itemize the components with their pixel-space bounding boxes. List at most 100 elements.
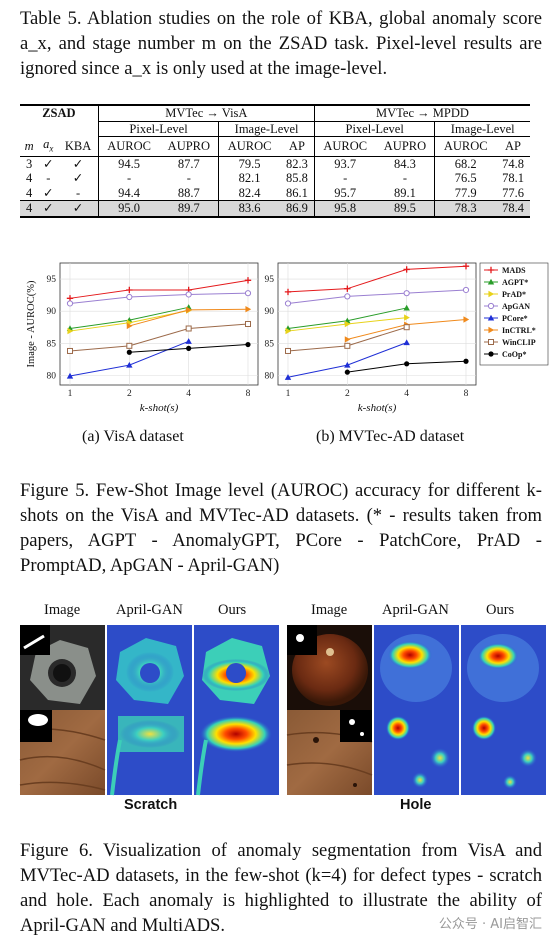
subcaption-visa: (a) VisA dataset [82, 428, 184, 445]
table-col-kba: KBA [64, 138, 92, 153]
data-point [488, 339, 494, 345]
y-tick-label: 95 [265, 275, 275, 285]
fig6-hole-image-1 [287, 625, 372, 710]
table-metric-header: AUROC [218, 136, 280, 156]
data-point [488, 351, 494, 357]
subcaption-mvtec: (b) MVTec-AD dataset [316, 428, 465, 445]
data-point [126, 293, 133, 301]
data-point [245, 306, 252, 313]
table-cell: 94.4 [97, 185, 160, 201]
figure5-caption: Figure 5. Few-Shot Image level (AUROC) a… [20, 480, 542, 576]
data-point [344, 342, 351, 349]
series-line [69, 279, 249, 299]
table-cell: - [402, 171, 408, 185]
table-cell: 4 [26, 171, 33, 185]
figure5-charts: 80 85 90 95 1 2 4 8 k-shot(s) Image - AUROC(%) 80… [26, 262, 549, 414]
data-point [344, 293, 351, 300]
series-line [287, 289, 467, 304]
figure6-heatmaps [19, 625, 546, 796]
table-row: 3 ✓ ✓ 94.5 87.7 79.5 82.3 93.7 84.3 68.2 74.8 [20, 155, 530, 171]
chart-visa: 80 85 90 95 1 2 4 8 k-shot(s) Image - AUROC(%) [26, 262, 259, 414]
x-axis-label: k-shot(s) [358, 402, 397, 414]
fig6-hole-aprilgan-2 [374, 710, 459, 795]
table-metric-header: AUROC [313, 136, 376, 156]
table-caption: Table 5. Ablation studies on the role of… [20, 8, 542, 79]
fig6-scratch-aprilgan-1 [107, 625, 192, 710]
data-point [126, 286, 133, 294]
table-col-ax: ax [43, 136, 54, 154]
data-point [404, 361, 410, 367]
series-line [287, 265, 467, 293]
y-tick-label: 80 [47, 371, 57, 381]
fig6-col-image-2: Image [311, 602, 348, 618]
data-point [67, 347, 73, 354]
table-cell: - [97, 171, 160, 186]
data-point [487, 314, 495, 321]
data-point [285, 347, 291, 354]
fig6-col-ours-1: Ours [218, 602, 247, 618]
figure6-caption: Figure 6. Visualization of anomaly segme… [20, 840, 542, 936]
table-cell: - [46, 171, 51, 185]
fig6-col-ours-2: Ours [486, 602, 515, 618]
table-zsad-header: ZSAD [20, 104, 99, 121]
table-cell: 87.7 [159, 155, 219, 171]
table-cell: 82.3 [279, 155, 315, 171]
legend-label: MADS [502, 266, 526, 275]
table-metric-header: AUROC [97, 136, 160, 156]
y-tick-label: 95 [47, 275, 57, 285]
table-cell: ✓ [58, 200, 99, 218]
legend-label: InCTRL* [502, 326, 536, 335]
data-point [245, 341, 251, 348]
y-tick-label: 90 [47, 307, 57, 317]
data-point [185, 325, 192, 332]
chart-legend: MADS AGPT* PrAD* ApGAN PCore* InCTRL* WinCLIP C… [479, 262, 549, 366]
table-image-level-mpdd: Image-Level [434, 121, 530, 137]
data-point [285, 327, 292, 335]
ablation-table: ZSAD MVTec → VisA MVTec → MPDD Pixel-Lev… [20, 104, 530, 218]
table-cell: ✓ [72, 171, 84, 185]
table-cell: ✓ [43, 185, 54, 200]
table-cell: ✓ [38, 155, 59, 171]
x-tick-label: 4 [404, 389, 409, 399]
data-point [126, 322, 133, 330]
data-point [126, 349, 132, 355]
table-cell: 76.5 [434, 171, 497, 186]
data-point [487, 278, 495, 285]
series-line [69, 292, 249, 304]
data-point [186, 345, 192, 351]
data-point [344, 369, 350, 375]
data-point [488, 326, 495, 334]
table-cell: 82.4 [218, 185, 280, 201]
table-cell: 85.8 [285, 171, 308, 185]
plot-area [59, 262, 259, 386]
table-cell: 94.5 [97, 155, 160, 171]
table-cell: 95.8 [313, 200, 376, 218]
fig6-scratch-image-1 [20, 625, 105, 710]
table-cell: ✓ [38, 200, 59, 218]
data-point [344, 336, 351, 343]
legend-label: CoOp* [502, 350, 526, 359]
table-cell: 95.0 [97, 200, 160, 218]
data-point [67, 327, 74, 335]
data-point [404, 314, 410, 321]
table-cell: 77.9 [434, 185, 497, 201]
data-point [126, 342, 133, 349]
table-cell: 86.9 [279, 200, 315, 218]
data-point [66, 300, 74, 307]
data-point [462, 286, 470, 294]
table-pixel-level-mpdd: Pixel-Level [313, 121, 435, 137]
table-cell: 89.1 [394, 185, 416, 200]
x-tick-label: 1 [68, 389, 73, 399]
legend-label: ApGAN [502, 302, 530, 311]
table-cell: ✓ [58, 155, 99, 171]
table-metric-header: AUPRO [167, 139, 211, 153]
legend-label: WinCLIP [502, 338, 536, 347]
watermark: 公众号 · AI启智汇 [438, 917, 542, 932]
table-row: 4- ✓ - -82.1 85.8- -76.5 78.1 [20, 171, 530, 186]
data-point [403, 290, 410, 297]
data-point [244, 290, 252, 297]
x-axis-label: k-shot(s) [140, 402, 179, 414]
data-point [245, 321, 251, 327]
table-cell: 78.4 [496, 200, 530, 218]
fig6-col-aprilgan-1: April-GAN [116, 602, 183, 618]
